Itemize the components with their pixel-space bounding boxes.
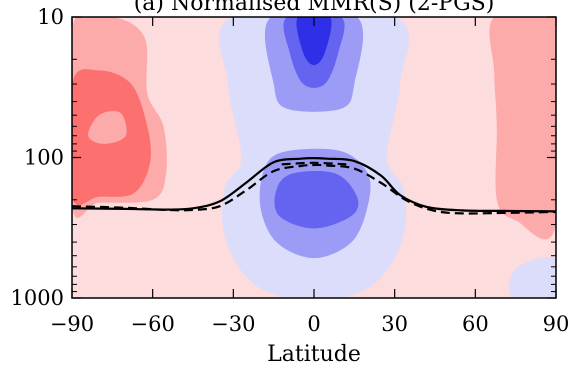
x-tick-label: 0 — [307, 312, 320, 336]
y-tick-label: 1000 — [11, 286, 64, 310]
x-tick-label: 30 — [381, 312, 408, 336]
x-tick-label: 90 — [543, 312, 570, 336]
tropopause-line-dashed — [281, 161, 347, 166]
x-tick-label: −90 — [50, 312, 94, 336]
contour-region-light-red — [537, 17, 556, 112]
y-tick-label: 10 — [37, 5, 64, 29]
axis-ticks — [71, 16, 557, 299]
x-tick-label: −30 — [211, 312, 255, 336]
tropopause-line-dashed — [72, 163, 556, 215]
x-axis-title: Latitude — [267, 342, 361, 367]
contour-region-strong-blue — [296, 17, 332, 66]
x-tick-label: 60 — [462, 312, 489, 336]
y-tick-label: 100 — [24, 146, 64, 170]
y-axis-tick-labels: 10 100 1000 — [11, 5, 64, 310]
x-tick-label: −60 — [131, 312, 175, 336]
contour-region-faint-blue — [509, 256, 556, 298]
contour-region-medium-blue — [274, 171, 359, 229]
tropopause-lines — [72, 156, 556, 215]
contour-region-light-red — [88, 110, 127, 144]
x-axis-tick-labels: −90 −60 −30 0 30 60 90 — [50, 312, 570, 336]
chart-title: (a) Normalised MMR(S) (2-PGS) — [134, 0, 495, 16]
